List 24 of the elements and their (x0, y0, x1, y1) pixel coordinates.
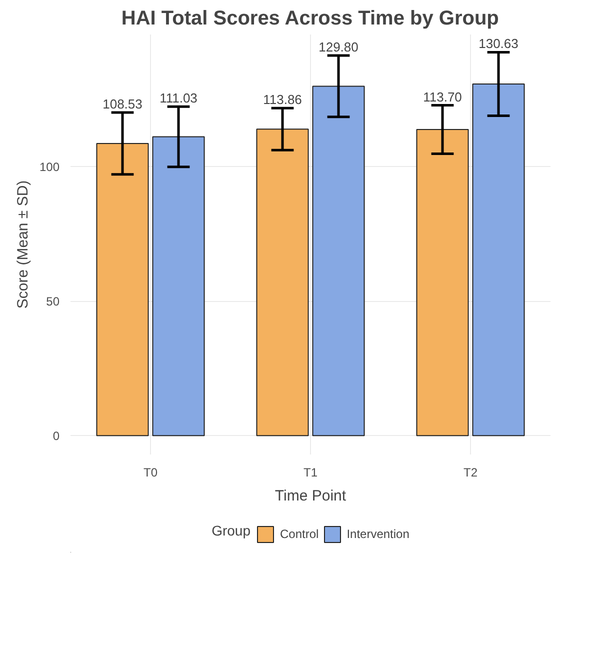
legend-label: Control (280, 527, 319, 541)
data-label: 130.63 (478, 36, 518, 52)
y-tick-label: 50 (46, 294, 60, 309)
data-label: 113.86 (263, 92, 302, 108)
bar (152, 136, 205, 436)
legend-title: Group (212, 522, 251, 538)
x-axis-title: Time Point (274, 488, 347, 504)
y-axis-title: Score (Mean ± SD) (14, 180, 32, 309)
data-label: 113.70 (423, 89, 462, 104)
bar (96, 142, 149, 436)
bar (472, 83, 525, 436)
y-tick-label: 0 (52, 429, 60, 444)
x-tick-label: T2 (464, 466, 478, 480)
x-tick-label: T1 (304, 466, 318, 480)
chart-title: HAI Total Scores Across Time by Group (121, 8, 499, 30)
data-label: 111.03 (160, 90, 198, 106)
x-tick-label: T0 (144, 466, 158, 480)
bar (312, 86, 365, 436)
legend-label: Intervention (346, 527, 410, 541)
bar (256, 128, 309, 436)
data-label: 129.80 (318, 40, 358, 54)
bar (416, 129, 469, 436)
data-label: 108.53 (102, 96, 142, 112)
y-tick-label: 100 (39, 160, 60, 174)
